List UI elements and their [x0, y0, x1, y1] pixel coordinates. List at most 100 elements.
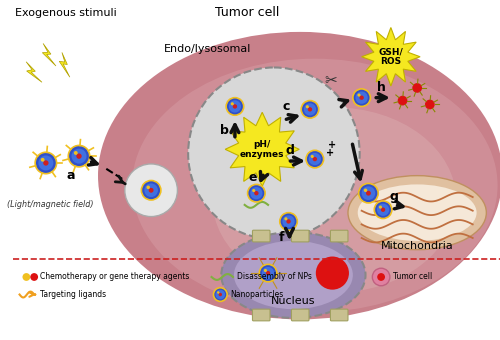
Text: g: g — [390, 190, 399, 203]
Text: h: h — [377, 81, 386, 94]
Circle shape — [360, 96, 364, 100]
Text: Nucleus: Nucleus — [271, 296, 316, 306]
Text: Targeting ligands: Targeting ligands — [40, 290, 106, 299]
Circle shape — [248, 184, 265, 202]
Circle shape — [381, 207, 386, 212]
Circle shape — [308, 107, 312, 112]
Circle shape — [306, 105, 309, 108]
Text: a: a — [66, 169, 75, 182]
Circle shape — [364, 188, 368, 192]
Circle shape — [377, 273, 385, 281]
Circle shape — [22, 273, 30, 281]
Circle shape — [372, 268, 390, 286]
Circle shape — [353, 89, 370, 106]
Circle shape — [38, 155, 54, 170]
Text: Disassembly of NPs: Disassembly of NPs — [237, 272, 312, 282]
Ellipse shape — [98, 32, 500, 319]
Polygon shape — [225, 112, 299, 186]
Circle shape — [262, 267, 274, 279]
Ellipse shape — [212, 107, 456, 293]
Circle shape — [232, 104, 237, 109]
FancyBboxPatch shape — [292, 309, 309, 321]
Text: +: + — [328, 140, 336, 150]
Circle shape — [412, 83, 422, 93]
FancyBboxPatch shape — [292, 230, 309, 242]
Circle shape — [362, 186, 376, 200]
Text: pH/
enzymes: pH/ enzymes — [240, 140, 284, 159]
Circle shape — [358, 94, 360, 97]
Circle shape — [398, 96, 407, 105]
Circle shape — [72, 149, 86, 164]
Circle shape — [282, 215, 294, 227]
Circle shape — [425, 100, 434, 109]
Ellipse shape — [234, 241, 353, 309]
Text: Chemotherapy or gene therapy agents: Chemotherapy or gene therapy agents — [40, 272, 190, 282]
Circle shape — [226, 98, 244, 115]
Text: f: f — [279, 231, 284, 244]
Circle shape — [366, 191, 371, 195]
Text: d: d — [286, 144, 294, 157]
Circle shape — [76, 153, 82, 159]
Circle shape — [74, 151, 78, 155]
Circle shape — [379, 206, 382, 209]
Circle shape — [264, 269, 267, 272]
Circle shape — [280, 212, 297, 230]
Circle shape — [316, 256, 349, 290]
Circle shape — [218, 293, 222, 296]
Circle shape — [310, 155, 314, 158]
Ellipse shape — [222, 232, 366, 318]
Text: Tumor cell: Tumor cell — [393, 272, 432, 282]
Circle shape — [266, 271, 270, 275]
Circle shape — [214, 288, 227, 301]
Ellipse shape — [132, 59, 498, 312]
Text: Mitochondria: Mitochondria — [381, 241, 454, 251]
Circle shape — [260, 264, 277, 282]
Circle shape — [43, 160, 49, 166]
Polygon shape — [60, 52, 70, 77]
Text: Tumor cell: Tumor cell — [216, 6, 280, 19]
Circle shape — [356, 91, 368, 104]
Circle shape — [146, 186, 150, 189]
Circle shape — [286, 219, 290, 224]
Circle shape — [188, 67, 360, 239]
Circle shape — [250, 187, 262, 199]
Circle shape — [142, 181, 161, 200]
Circle shape — [125, 164, 178, 217]
Text: GSH/
ROS: GSH/ ROS — [378, 47, 403, 66]
Text: (Light/magnetic field): (Light/magnetic field) — [6, 200, 93, 209]
Circle shape — [144, 184, 158, 197]
Circle shape — [35, 152, 56, 174]
Text: +: + — [326, 148, 334, 158]
Circle shape — [148, 188, 154, 193]
Circle shape — [377, 204, 389, 216]
Circle shape — [30, 273, 38, 281]
FancyBboxPatch shape — [252, 230, 270, 242]
Text: ✂: ✂ — [324, 73, 338, 88]
Ellipse shape — [358, 184, 476, 241]
FancyBboxPatch shape — [252, 309, 270, 321]
Text: c: c — [282, 100, 290, 113]
Circle shape — [284, 217, 288, 220]
Circle shape — [254, 191, 258, 195]
Text: Endo/lysosomal: Endo/lysosomal — [164, 44, 252, 54]
Circle shape — [308, 153, 321, 165]
Text: e: e — [248, 171, 257, 184]
Circle shape — [358, 184, 378, 203]
Circle shape — [301, 101, 318, 118]
Circle shape — [216, 290, 225, 299]
Polygon shape — [362, 28, 420, 86]
Polygon shape — [26, 62, 42, 82]
Circle shape — [40, 158, 44, 162]
Ellipse shape — [348, 176, 486, 250]
Circle shape — [304, 103, 316, 116]
Circle shape — [217, 291, 220, 294]
Circle shape — [252, 189, 256, 192]
Circle shape — [229, 100, 241, 113]
Circle shape — [374, 201, 392, 219]
Circle shape — [312, 157, 317, 161]
Text: Nanoparticles: Nanoparticles — [230, 290, 283, 299]
Polygon shape — [42, 44, 56, 66]
FancyBboxPatch shape — [330, 309, 348, 321]
Text: b: b — [220, 124, 229, 137]
Circle shape — [230, 102, 234, 105]
